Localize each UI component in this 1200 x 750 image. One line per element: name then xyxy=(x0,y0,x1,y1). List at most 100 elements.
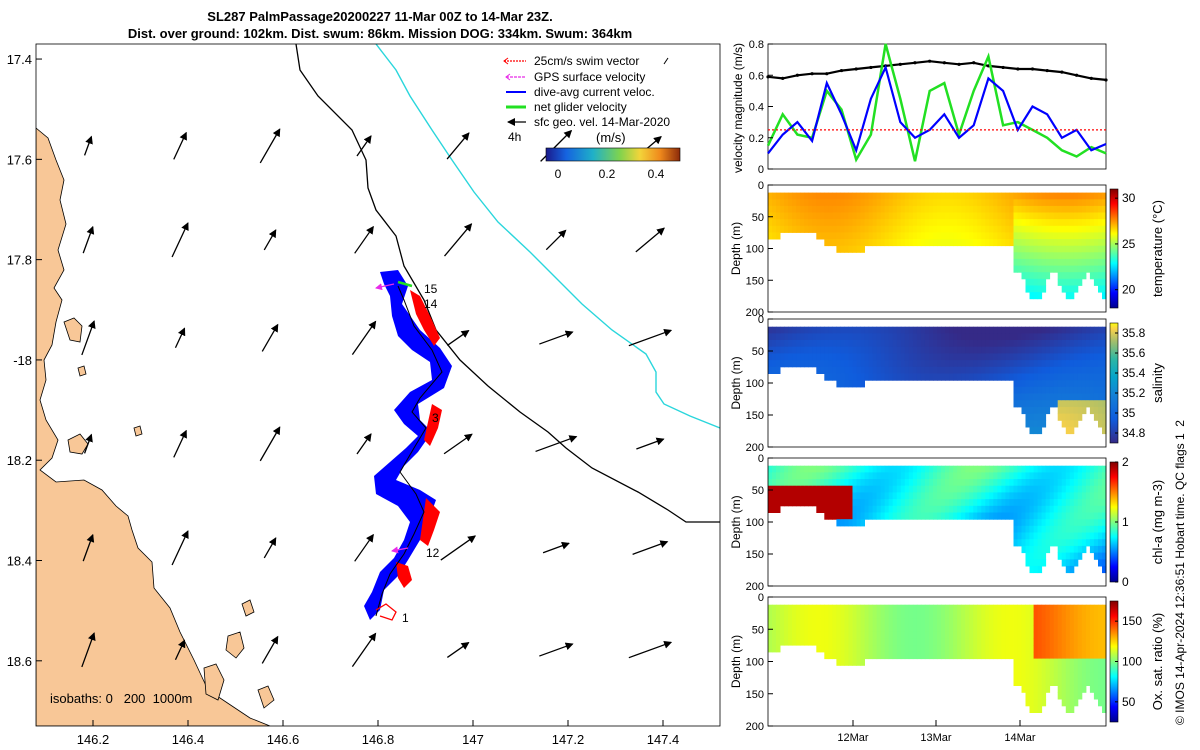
section-cell xyxy=(900,333,906,341)
section-cell xyxy=(1077,512,1083,520)
section-cell xyxy=(1102,366,1107,374)
section-cell xyxy=(924,645,930,653)
section-cell xyxy=(1005,485,1010,493)
section-cell xyxy=(860,618,865,626)
section-cell xyxy=(828,366,833,374)
section-cell xyxy=(880,638,886,646)
section-cell xyxy=(1017,492,1022,500)
section-cell xyxy=(1009,205,1014,213)
section-cell xyxy=(1025,400,1030,408)
section-cell xyxy=(929,505,934,513)
section-cell xyxy=(880,232,886,240)
section-cell xyxy=(840,631,845,639)
section-cell xyxy=(997,340,1002,348)
section-cell xyxy=(1017,678,1022,686)
section-cell xyxy=(1102,386,1107,394)
section-cell xyxy=(1025,492,1030,500)
section-cell xyxy=(1089,192,1095,200)
section-cell xyxy=(1045,380,1051,388)
section-cell xyxy=(824,645,829,653)
section-cell xyxy=(836,485,841,493)
section-cell xyxy=(1049,353,1055,361)
section-cell xyxy=(864,631,870,639)
section-cell xyxy=(1081,326,1087,334)
section-cell xyxy=(1013,465,1018,473)
section-cell xyxy=(981,353,986,361)
section-cell xyxy=(876,346,882,354)
section-cell xyxy=(1073,685,1079,693)
section-cell xyxy=(1061,672,1067,680)
section-cell xyxy=(1021,505,1026,513)
section-cell xyxy=(880,472,886,480)
section-cell xyxy=(908,326,914,334)
section-cell xyxy=(1073,219,1079,227)
section-cell xyxy=(1065,360,1071,368)
section-cell xyxy=(929,638,934,646)
section-cell xyxy=(1029,326,1034,334)
section-ytick-label: 0 xyxy=(758,314,764,326)
section-cell xyxy=(772,326,777,334)
section-cell xyxy=(1037,465,1043,473)
section-cell xyxy=(916,631,922,639)
section-cell xyxy=(892,373,898,381)
section-cell xyxy=(1049,672,1055,680)
section-cells xyxy=(768,192,1107,300)
section-cell xyxy=(1025,353,1030,361)
section-cell xyxy=(1089,205,1095,213)
section-cell xyxy=(896,651,902,660)
section-cell xyxy=(924,333,930,341)
section-cell xyxy=(1005,625,1010,633)
section-cell xyxy=(768,485,773,493)
section-cell xyxy=(832,346,837,354)
section-cell xyxy=(920,645,926,653)
section-cell xyxy=(945,192,950,200)
section-cell xyxy=(808,212,813,220)
section-cell xyxy=(1077,611,1083,619)
section-cell xyxy=(1053,479,1059,487)
section-cell xyxy=(864,205,870,213)
section-cell xyxy=(1093,479,1099,487)
section-cell xyxy=(969,232,974,240)
section-cell xyxy=(1077,366,1083,374)
section-cell xyxy=(1065,545,1071,554)
section-cell xyxy=(768,212,773,220)
section-cell xyxy=(1061,645,1067,653)
section-cell xyxy=(1037,413,1043,421)
section-cell xyxy=(929,212,934,220)
section-cell xyxy=(1061,505,1067,513)
section-cell xyxy=(1093,278,1099,286)
section-cell xyxy=(1025,479,1030,487)
section-cell xyxy=(1041,285,1047,293)
section-cell xyxy=(961,353,966,361)
section-cell xyxy=(900,326,906,334)
section-cell xyxy=(840,192,845,200)
section-cell xyxy=(904,326,910,334)
section-cell xyxy=(1102,272,1107,280)
section-cell xyxy=(924,366,930,374)
section-cell xyxy=(896,492,902,500)
section-cell xyxy=(989,651,994,660)
section-cell xyxy=(1041,333,1047,341)
section-cell xyxy=(1037,199,1043,207)
section-cell xyxy=(860,326,865,334)
section-cell xyxy=(896,225,902,233)
section-cell xyxy=(937,225,942,233)
section-cell xyxy=(912,479,918,487)
geo-velocity-arrow xyxy=(446,641,470,658)
section-cell xyxy=(860,638,865,646)
section-cell xyxy=(900,479,906,487)
section-cell xyxy=(1065,292,1071,300)
section-cell xyxy=(945,618,950,626)
section-cell xyxy=(772,333,777,341)
section-cell xyxy=(1009,326,1014,334)
section-cell xyxy=(965,618,970,626)
section-cell xyxy=(945,373,950,381)
section-cell xyxy=(1053,512,1059,520)
section-cell xyxy=(792,492,797,500)
section-cell xyxy=(973,205,978,213)
section-cell xyxy=(1061,199,1067,207)
section-cell xyxy=(820,225,825,233)
section-cell xyxy=(1029,426,1034,435)
section-cell xyxy=(912,631,918,639)
section-cell xyxy=(953,512,958,520)
